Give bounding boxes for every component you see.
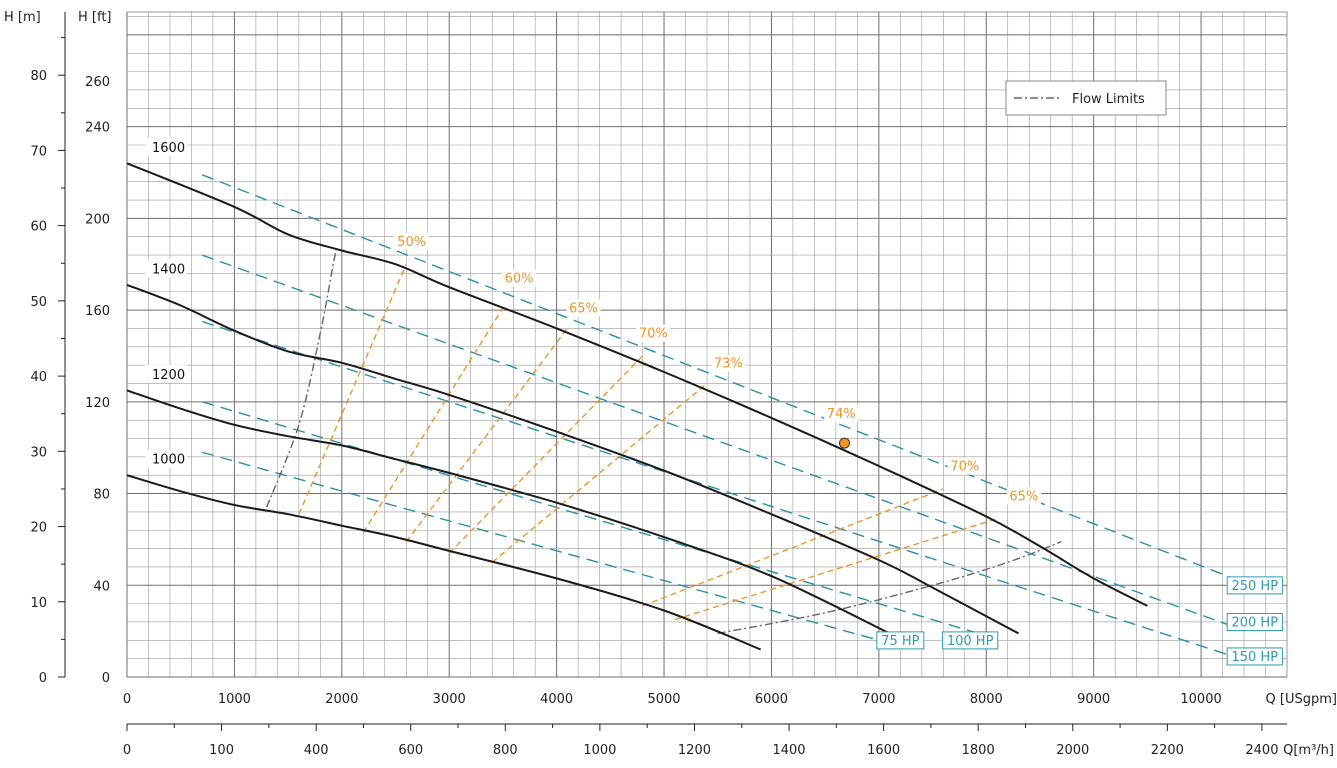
x-tick-label: 10000 — [1180, 692, 1221, 707]
speed-label: 1400 — [152, 262, 185, 277]
x2-tick-label: 1800 — [962, 743, 995, 758]
y2-axis-title: H [m] — [4, 10, 41, 25]
y-tick-label: 0 — [102, 671, 110, 686]
efficiency-label: 73% — [714, 356, 743, 371]
x-tick-label: 7000 — [862, 692, 895, 707]
y2-tick-label: 70 — [30, 144, 47, 159]
x2-tick-label: 2000 — [1056, 743, 1089, 758]
y-tick-label: 120 — [85, 396, 110, 411]
efficiency-label: 65% — [1009, 489, 1038, 504]
x2-tick-label: 800 — [493, 743, 518, 758]
x2-axis-title: Q[m³/h] — [1283, 743, 1334, 758]
x2-tick-label: 400 — [304, 743, 329, 758]
efficiency-label: 60% — [505, 272, 534, 287]
x-tick-label: 9000 — [1077, 692, 1110, 707]
y-axis-title: H [ft] — [78, 10, 112, 25]
x-tick-label: 0 — [123, 692, 131, 707]
y-tick-label: 260 — [85, 75, 110, 90]
power-label: 250 HP — [1231, 579, 1278, 594]
x-tick-label: 8000 — [970, 692, 1003, 707]
y2-tick-label: 20 — [30, 521, 47, 536]
power-label: 150 HP — [1231, 650, 1278, 665]
x2-tick-label: 1200 — [678, 743, 711, 758]
y-tick-label: 160 — [85, 304, 110, 319]
x-tick-label: 1000 — [218, 692, 251, 707]
x-tick-label: 5000 — [647, 692, 680, 707]
efficiency-label: 70% — [950, 460, 979, 475]
y2-tick-label: 80 — [30, 69, 47, 84]
y2-tick-label: 30 — [30, 445, 47, 460]
power-label: 200 HP — [1231, 616, 1278, 631]
y-tick-label: 80 — [93, 488, 110, 503]
x2-tick-label: 100 — [209, 743, 234, 758]
y-tick-label: 200 — [85, 212, 110, 227]
x2-tick-label: 1600 — [867, 743, 900, 758]
speed-label: 1600 — [152, 141, 185, 156]
x2-tick-label: 0 — [123, 743, 131, 758]
y2-tick-label: 50 — [30, 295, 47, 310]
power-label: 75 HP — [881, 634, 919, 649]
speed-label: 1200 — [152, 368, 185, 383]
x2-tick-label: 1400 — [772, 743, 805, 758]
x-tick-label: 4000 — [540, 692, 573, 707]
efficiency-label: 65% — [569, 301, 598, 316]
x-tick-label: 2000 — [325, 692, 358, 707]
x2-tick-label: 600 — [398, 743, 423, 758]
duty-point — [839, 438, 849, 448]
y2-tick-label: 60 — [30, 220, 47, 235]
speed-label: 1000 — [152, 453, 185, 468]
power-label: 100 HP — [947, 634, 994, 649]
x-tick-label: 3000 — [433, 692, 466, 707]
x2-tick-label: 2400 — [1245, 743, 1278, 758]
y-tick-label: 240 — [85, 121, 110, 136]
x2-tick-label: 1000 — [583, 743, 616, 758]
efficiency-label: 74% — [827, 407, 856, 422]
x-tick-label: 6000 — [755, 692, 788, 707]
x-axis-title: Q [USgpm] — [1266, 692, 1337, 707]
efficiency-label: 70% — [639, 327, 668, 342]
x2-tick-label: 2200 — [1151, 743, 1184, 758]
legend: Flow Limits — [1006, 81, 1166, 115]
y2-tick-label: 10 — [30, 596, 47, 611]
y2-tick-label: 40 — [30, 370, 47, 385]
y2-tick-label: 0 — [39, 671, 47, 686]
legend-item: Flow Limits — [1072, 92, 1145, 107]
efficiency-label: 50% — [397, 235, 426, 250]
y-tick-label: 40 — [93, 579, 110, 594]
